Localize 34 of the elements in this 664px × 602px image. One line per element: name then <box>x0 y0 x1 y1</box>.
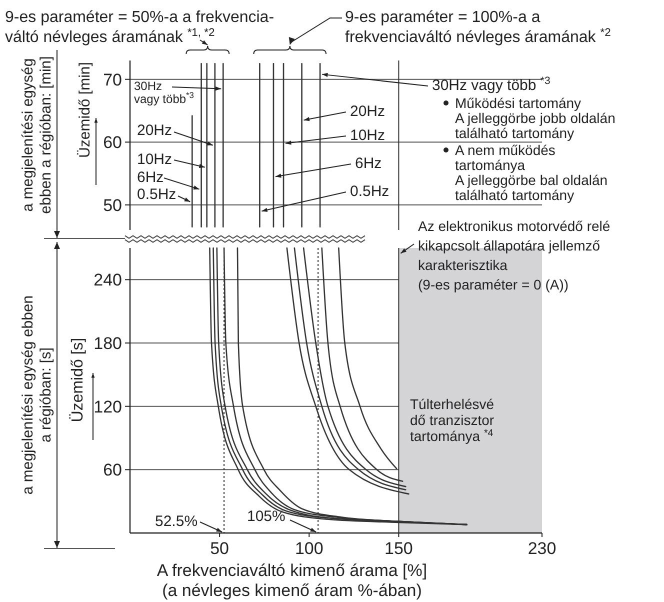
annotation: Az elektronikus motorvédő relé kikapcsolt állapotára jellemző karakterisztika (9-es paraméter = 0 (A)) <box>418 218 610 292</box>
x-tick-label: 100 <box>294 539 324 558</box>
x-tick-label: 150 <box>384 539 413 558</box>
annotation: 10Hz <box>137 151 172 168</box>
x-tick-label: 50 <box>210 539 230 558</box>
ref-line-label: 105% <box>247 508 286 525</box>
x-axis-title: A frekvenciaváltó kimenő árama [%] (a névleges kimenő áram %-ában) <box>156 561 428 600</box>
text: a megjelenítési egység ebben a régióban: [s] <box>19 295 54 495</box>
y-tick-label: 180 <box>94 334 122 353</box>
text: 9-es paraméter = 50%-a a frekvencia- váltó névleges áramának $^{*1, *2}$ <box>5 9 274 46</box>
x-tick-label: 230 <box>528 539 556 558</box>
annotation: 0.5Hz <box>350 183 390 200</box>
ref-line-label: 52.5% <box>155 513 198 530</box>
y-axis-title: Üzemidő [min] <box>76 62 94 158</box>
band-label: Túlterhelésvé dő tranzisztor tartománya $^{*4}$ <box>410 396 494 444</box>
annotation: 20Hz <box>137 122 172 139</box>
annotation: 20Hz <box>350 103 386 120</box>
annotation: 0.5Hz <box>137 186 176 203</box>
annotation: A nem működés tartománya A jelleggörbe bal oldalán található tartomány <box>455 142 608 203</box>
y-tick-label: 240 <box>94 270 122 290</box>
y-tick-label: 120 <box>94 397 122 416</box>
text: a megjelenítési egység ebben a régióban: [min] <box>19 56 54 214</box>
annotation: 10Hz <box>350 127 386 144</box>
annotation: 30Hz vagy több$^{*3}$ <box>134 79 194 106</box>
y-axis-title: Üzemidő [s] <box>68 338 87 422</box>
y-tick-label: 50 <box>103 196 122 215</box>
text: 9-es paraméter = 100%-a a frekvenciaváltó névleges áramának $^{*2}$ <box>345 9 611 46</box>
y-tick-label: 70 <box>103 70 122 90</box>
y-tick-label: 60 <box>103 460 122 480</box>
annotation: Működési tartomány A jelleggörbe jobb oldalán található tartomány <box>455 95 616 141</box>
annotation: 6Hz <box>137 169 164 186</box>
annotation: 6Hz <box>355 155 382 172</box>
annotation: 30Hz vagy több $^{*3}$ <box>432 75 550 94</box>
y-tick-label: 60 <box>103 133 122 152</box>
